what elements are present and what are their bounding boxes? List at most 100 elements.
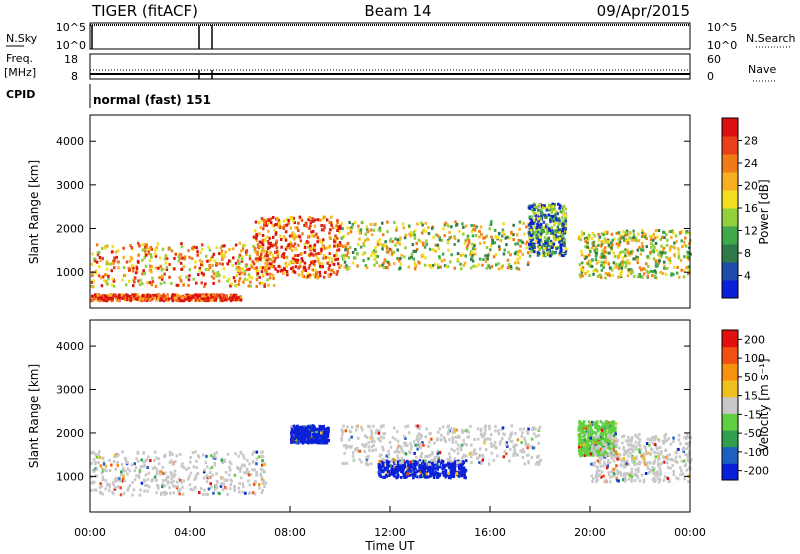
velocity-cell xyxy=(456,451,460,455)
power-cell xyxy=(626,274,630,278)
power-cell xyxy=(177,294,180,298)
power-cell xyxy=(173,267,176,271)
power-cell xyxy=(318,274,322,278)
power-cell xyxy=(269,272,272,276)
velocity-cell xyxy=(195,459,198,463)
power-cell xyxy=(125,293,128,297)
power-cell xyxy=(617,267,621,270)
power-cell xyxy=(563,212,567,216)
power-cell xyxy=(555,218,559,222)
velocity-cell xyxy=(585,432,588,436)
power-cell xyxy=(150,265,153,269)
velocity-cell xyxy=(352,451,355,455)
power-cell xyxy=(354,221,357,225)
velocity-cell xyxy=(521,448,525,452)
velocity-cell xyxy=(450,447,453,451)
velocity-cell xyxy=(202,493,205,496)
velocity-cell xyxy=(580,435,583,439)
power-cell xyxy=(303,250,307,254)
power-cell xyxy=(450,253,453,257)
velocity-cell xyxy=(189,487,192,491)
power-cell xyxy=(554,218,557,222)
velocity-cell xyxy=(365,460,368,464)
velocity-cell xyxy=(414,461,418,465)
power-cell xyxy=(541,211,544,215)
velocity-cell xyxy=(416,424,420,428)
power-cell xyxy=(246,268,249,272)
power-cell xyxy=(641,245,644,249)
power-cell xyxy=(230,295,234,299)
power-cell xyxy=(555,227,559,231)
power-cell xyxy=(230,282,233,286)
power-cell xyxy=(362,244,366,248)
velocity-cell xyxy=(378,463,381,467)
power-cell xyxy=(605,251,609,255)
velocity-cell xyxy=(319,426,322,430)
velocity-cell xyxy=(600,475,603,479)
power-cell xyxy=(530,226,533,229)
velocity-cell xyxy=(519,427,522,431)
velocity-cell xyxy=(436,475,439,479)
power-cell xyxy=(181,294,185,298)
power-cell xyxy=(637,232,640,236)
power-cell xyxy=(110,283,114,287)
power-cell xyxy=(592,244,595,247)
power-cell xyxy=(269,257,272,261)
power-cell xyxy=(601,252,604,256)
nsky-tick-top: 10^5 xyxy=(56,21,86,34)
power-cell xyxy=(626,238,630,242)
velocity-cell xyxy=(104,464,108,468)
velocity-cell xyxy=(363,450,366,454)
power-cell xyxy=(143,293,146,297)
velocity-cell xyxy=(461,456,464,460)
power-cell xyxy=(553,229,557,233)
power-cell xyxy=(414,249,417,253)
power-cell xyxy=(311,268,314,272)
power-cell xyxy=(202,272,205,276)
power-cell xyxy=(270,265,273,269)
power-cell xyxy=(159,282,163,286)
power-cell xyxy=(134,297,137,301)
velocity-cell xyxy=(587,449,591,453)
power-cell xyxy=(488,266,492,270)
power-cell xyxy=(199,293,203,297)
power-cell xyxy=(177,255,180,259)
power-cell xyxy=(193,265,197,269)
velocity-cell xyxy=(590,447,594,451)
velocity-band xyxy=(377,459,468,480)
power-cell xyxy=(663,236,666,240)
power-cell xyxy=(186,296,189,300)
velocity-cell xyxy=(583,439,587,443)
power-cell xyxy=(434,249,437,253)
velocity-cell xyxy=(512,445,515,448)
velocity-cell xyxy=(653,480,657,483)
velocity-cell xyxy=(461,431,464,434)
power-cell xyxy=(315,273,318,277)
velocity-cell xyxy=(606,464,610,468)
power-cell xyxy=(208,266,212,270)
velocity-cell xyxy=(396,472,400,475)
velocity-cell xyxy=(123,479,126,483)
power-cell xyxy=(336,221,339,224)
velocity-cell xyxy=(483,432,487,435)
power-cell xyxy=(308,215,311,219)
velocity-cell xyxy=(438,427,441,431)
power-band xyxy=(252,215,343,280)
velocity-cell xyxy=(458,435,461,439)
power-cell xyxy=(516,258,519,262)
power-cell xyxy=(364,264,368,268)
power-cell xyxy=(620,234,623,238)
velocity-cell xyxy=(669,458,673,462)
power-cell xyxy=(688,242,691,246)
velocity-cell xyxy=(627,435,630,439)
power-cell xyxy=(107,274,110,278)
velocity-cell xyxy=(233,473,237,477)
power-cell xyxy=(649,269,653,273)
power-cell xyxy=(673,241,676,245)
power-cell xyxy=(266,258,269,262)
power-cell xyxy=(479,225,483,229)
power-cell xyxy=(470,257,473,261)
power-cell xyxy=(593,248,597,252)
power-cell xyxy=(116,249,120,253)
velocity-cell xyxy=(243,464,246,468)
